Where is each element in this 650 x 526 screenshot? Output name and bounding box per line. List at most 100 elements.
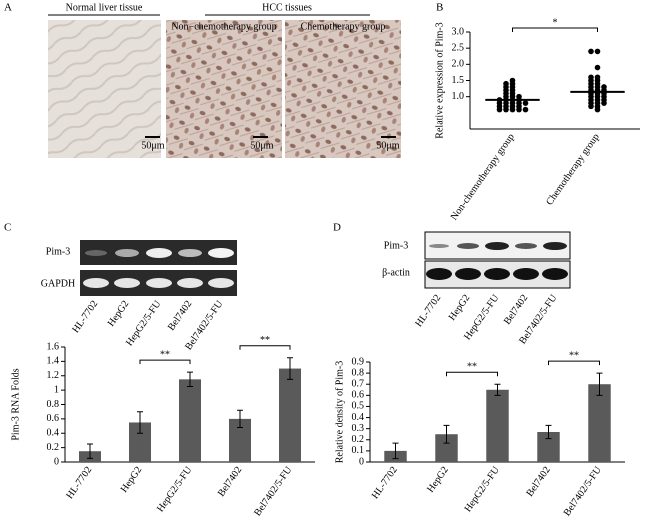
x-tick-label: HepG2: [425, 465, 451, 495]
significance-label: *: [553, 17, 558, 28]
gel-row-label: β-actin: [382, 267, 410, 278]
dot: [509, 106, 516, 113]
dot: [588, 48, 594, 55]
dot: [522, 106, 529, 113]
x-tick-label: HepG2/5-FU: [463, 464, 503, 514]
significance-bracket: [548, 360, 600, 366]
x-tick-label: Bel7402/5-FU: [562, 464, 605, 518]
histology-image: [285, 20, 401, 158]
error-bar: [287, 357, 293, 380]
y-tick-label: 0.9: [352, 356, 365, 367]
dot: [594, 64, 601, 71]
y-tick-label: 0.3: [352, 423, 365, 434]
histology-image: [166, 20, 282, 158]
bar: [435, 434, 458, 462]
y-axis-label: Relative density of Pim-3: [334, 361, 345, 464]
bar: [588, 384, 611, 462]
significance-bracket: [446, 371, 498, 377]
bar: [486, 389, 509, 462]
y-tick-label: 0.7: [352, 379, 365, 390]
panel-label: C: [4, 222, 11, 234]
y-tick-label: 1.4: [47, 356, 60, 367]
significance-label: **: [260, 335, 270, 346]
y-tick-label: 0.8: [352, 367, 365, 378]
dot: [594, 48, 601, 55]
y-tick-label: 2.0: [452, 59, 465, 70]
dot: [588, 103, 594, 110]
y-tick-label: 1.0: [452, 91, 465, 102]
bar: [229, 418, 251, 462]
panel-label: A: [4, 2, 12, 14]
error-bar: [137, 411, 143, 434]
x-tick-label: HL-7702: [64, 465, 94, 501]
dot: [594, 106, 601, 113]
bar: [279, 368, 301, 462]
gel-image: [424, 231, 571, 289]
x-tick-label: Non-chemotherapy group: [449, 132, 517, 223]
y-tick-label: 1.2: [47, 370, 60, 381]
error-bar: [596, 372, 603, 396]
y-tick-label: 0.2: [352, 434, 365, 445]
x-tick-label: Bel7402/5-FU: [252, 464, 295, 518]
significance-label: **: [160, 349, 170, 360]
gel-row-label: Pim-3: [46, 246, 70, 257]
panel-header: Normal liver tissue: [66, 2, 143, 13]
lane-label: HL-7702: [413, 293, 443, 329]
gel-row-label: GAPDH: [41, 278, 75, 289]
significance-label: **: [569, 350, 579, 361]
bar: [537, 432, 560, 462]
error-bar: [392, 442, 399, 460]
y-tick-label: 0: [54, 456, 59, 467]
y-tick-label: 1.6: [47, 341, 60, 352]
dot: [496, 106, 503, 113]
significance-label: **: [467, 362, 477, 373]
error-bar: [443, 424, 450, 444]
panel-label: D: [333, 222, 341, 234]
error-bar: [494, 383, 501, 396]
significance-bracket: [512, 27, 598, 32]
y-tick-label: 1.5: [452, 75, 465, 86]
bar: [179, 379, 201, 462]
y-tick-label: 3.0: [452, 26, 465, 37]
gel-image: [80, 240, 237, 296]
group-label: Chemotherapy group: [301, 21, 386, 32]
y-tick-label: 0.4: [352, 412, 365, 423]
y-tick-label: 0.8: [47, 399, 60, 410]
gel-row-label: Pim-3: [384, 240, 408, 251]
x-tick-label: Bel7402: [524, 465, 552, 499]
y-axis-label: Relative expression of Pim-3: [434, 22, 445, 138]
lane-label: Bel7402: [166, 299, 194, 333]
histology-image: [48, 20, 161, 158]
error-bar: [187, 371, 193, 388]
dot: [516, 106, 522, 113]
y-tick-label: 2.5: [452, 42, 465, 53]
panel-header: HCC tissues: [262, 2, 312, 13]
x-tick-label: HepG2/5-FU: [155, 464, 195, 514]
dot: [522, 100, 529, 106]
bar: [129, 422, 151, 462]
y-axis-label: Pim-3 RNA Folds: [10, 368, 21, 440]
scale-label: 50μm: [141, 140, 164, 151]
y-tick-label: 0: [359, 456, 364, 467]
x-tick-label: Bel7402: [216, 465, 244, 499]
significance-bracket: [139, 359, 191, 365]
lane-label: HepG2: [447, 293, 473, 323]
x-tick-label: HepG2: [119, 465, 145, 495]
y-tick-label: 0.4: [47, 428, 60, 439]
lane-label: HL-7702: [70, 299, 100, 335]
x-tick-label: HL-7702: [370, 465, 400, 501]
dot: [601, 100, 607, 106]
lane-label: HepG2: [106, 299, 132, 329]
significance-bracket: [239, 345, 291, 350]
y-tick-label: 1: [54, 384, 59, 395]
y-tick-label: 0.5: [352, 401, 365, 412]
group-label: Non−chemotherapy group: [171, 21, 276, 32]
y-tick-label: 0.6: [352, 390, 365, 401]
lane-label: Bel7402: [502, 293, 530, 327]
error-bar: [545, 424, 552, 440]
scale-label: 50μm: [376, 140, 399, 151]
x-tick-label: Chemotherapy group: [544, 132, 602, 208]
error-bar: [237, 409, 243, 428]
panel-label: B: [436, 2, 443, 14]
